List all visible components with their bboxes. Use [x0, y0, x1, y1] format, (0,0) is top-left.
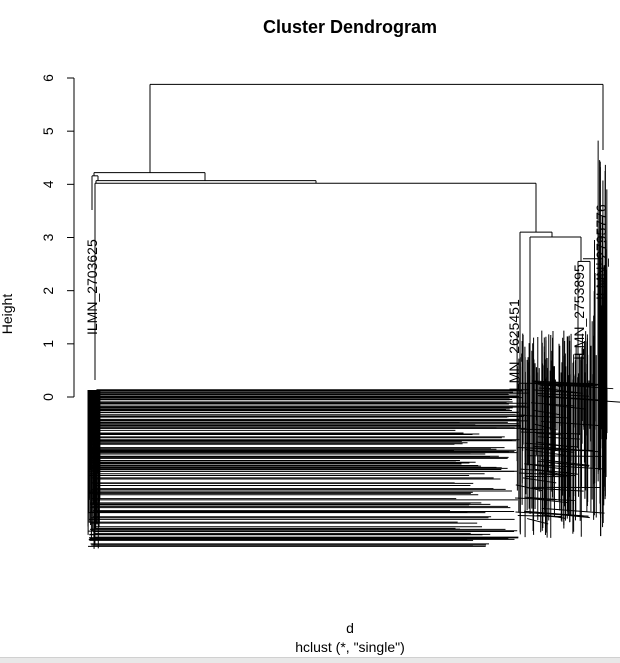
leaf-label-stroke	[538, 395, 606, 402]
leaf-label-stroke	[519, 472, 576, 477]
leaf-label-stroke	[515, 497, 575, 502]
dendrogram-tree	[91, 83, 604, 395]
method-sublabel: hclust (*, "single")	[295, 639, 405, 655]
window-bottom-strip	[0, 657, 620, 663]
leaf-label-stroke	[534, 423, 557, 431]
leaf-label-stroke	[527, 487, 584, 492]
leaf-label-stroke	[536, 432, 562, 436]
y-tick-label: 2	[40, 287, 56, 295]
leaf-label-stroke	[515, 484, 543, 492]
y-axis: 0 1 2 3 4 5 6	[40, 74, 75, 401]
x-axis-label: d	[346, 620, 354, 636]
leaf-label-stroke	[524, 449, 566, 456]
leaf-label-stroke	[543, 396, 620, 403]
leaf-label: ILMN_2795776	[593, 204, 609, 300]
leaf-label: ILMN_2703625	[84, 239, 100, 335]
leaf-label-stroke	[520, 431, 581, 435]
y-tick-label: 6	[40, 74, 56, 82]
leaf-label-stroke	[527, 455, 602, 457]
leaf-label-stroke	[524, 496, 557, 501]
leaf-label-stroke	[543, 448, 575, 453]
leaf-label-stroke	[544, 403, 586, 410]
dendrogram-leaves	[87, 140, 620, 549]
leaf-label-stroke	[543, 387, 570, 393]
chart-title: Cluster Dendrogram	[263, 17, 437, 37]
leaf-label-stroke	[533, 409, 561, 416]
y-tick-label: 3	[40, 233, 56, 241]
leaf-label-stroke	[531, 380, 603, 386]
leaf-label-stroke	[536, 441, 572, 448]
leaf-label-stroke	[517, 515, 563, 517]
leaf-labels: ILMN_2625451 ILMN_2753895 ILMN_2703625 ILMN…	[84, 204, 609, 395]
leaf-label-stroke	[537, 460, 590, 467]
leaf-label: ILMN_2753895	[571, 264, 587, 360]
y-axis-label: Height	[0, 294, 15, 335]
leaf-label-stroke	[518, 414, 568, 419]
y-tick-label: 1	[40, 340, 56, 348]
y-tick-label: 0	[40, 393, 56, 401]
y-tick-label: 4	[40, 180, 56, 188]
leaf-label-stroke	[537, 436, 581, 440]
leaf-label-stroke	[522, 477, 557, 484]
leaf-label-stroke	[540, 420, 602, 427]
y-tick-label: 5	[40, 127, 56, 135]
leaf-label-stroke	[533, 498, 568, 504]
leaf-label-stroke	[526, 518, 549, 525]
leaf-label-stroke	[529, 463, 607, 470]
leaf-label-stroke	[541, 507, 605, 514]
leaf-label-stroke	[523, 510, 581, 517]
leaf-label-stroke	[533, 381, 600, 386]
leaf-label-stroke	[541, 459, 590, 466]
leaf-label-stroke	[536, 392, 590, 397]
leaf-label: ILMN_2625451	[506, 299, 522, 395]
leaf-label-stroke	[517, 446, 595, 452]
leaf-label-stroke	[530, 402, 575, 407]
